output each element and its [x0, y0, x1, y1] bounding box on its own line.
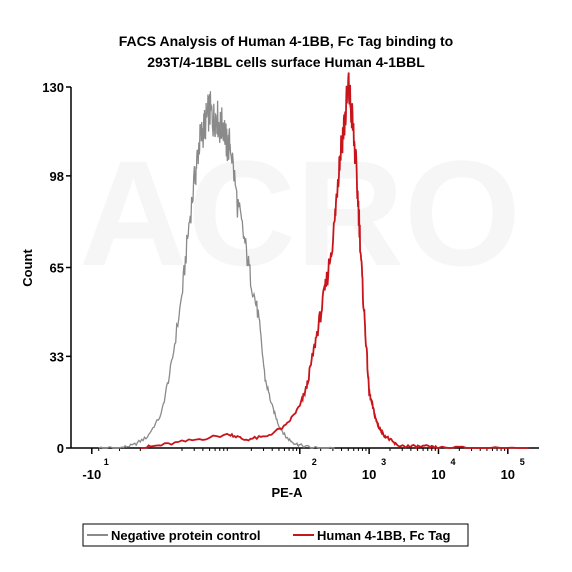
series-line-human-4-1bb-fc — [140, 72, 529, 450]
x-tick-label-exponent: 2 — [312, 457, 317, 467]
y-tick-label: 0 — [57, 441, 64, 456]
chart-title-line-1: FACS Analysis of Human 4-1BB, Fc Tag bin… — [119, 33, 453, 49]
legend-box — [82, 523, 469, 547]
x-tick-label-base: 10 — [501, 467, 515, 482]
x-tick-label-exponent: 4 — [450, 457, 455, 467]
legend-label-positive: Human 4-1BB, Fc Tag — [317, 528, 450, 543]
y-tick-label: 130 — [42, 80, 64, 95]
x-tick-label-exponent: 5 — [520, 457, 525, 467]
x-tick-label-base: 10 — [362, 467, 376, 482]
y-tick-label: 65 — [50, 261, 64, 276]
x-tick-label-base: 10 — [431, 467, 445, 482]
x-ticks: -101 10 2 10 3 10 4 10 5 — [82, 448, 525, 482]
series-group — [98, 72, 529, 450]
x-tick-label-exponent: 1 — [104, 457, 109, 467]
legend-label-negative: Negative protein control — [111, 528, 261, 543]
x-tick-label-base: 10 — [293, 467, 307, 482]
y-tick-label: 98 — [50, 169, 64, 184]
y-ticks: 0 33 65 98 130 — [42, 80, 71, 456]
series-line-negative-control — [98, 91, 335, 449]
y-tick-label: 33 — [50, 349, 64, 364]
y-axis-label: Count — [20, 249, 35, 287]
chart-title-line-2: 293T/4-1BBL cells surface Human 4-1BBL — [147, 54, 425, 70]
legend: Negative protein control Human 4-1BB, Fc… — [82, 523, 469, 547]
x-tick-label-base: -10 — [82, 467, 101, 482]
x-tick-label-exponent: 3 — [381, 457, 386, 467]
watermark-logo: ACRO — [79, 129, 521, 297]
x-axis-label: PE-A — [271, 485, 303, 500]
